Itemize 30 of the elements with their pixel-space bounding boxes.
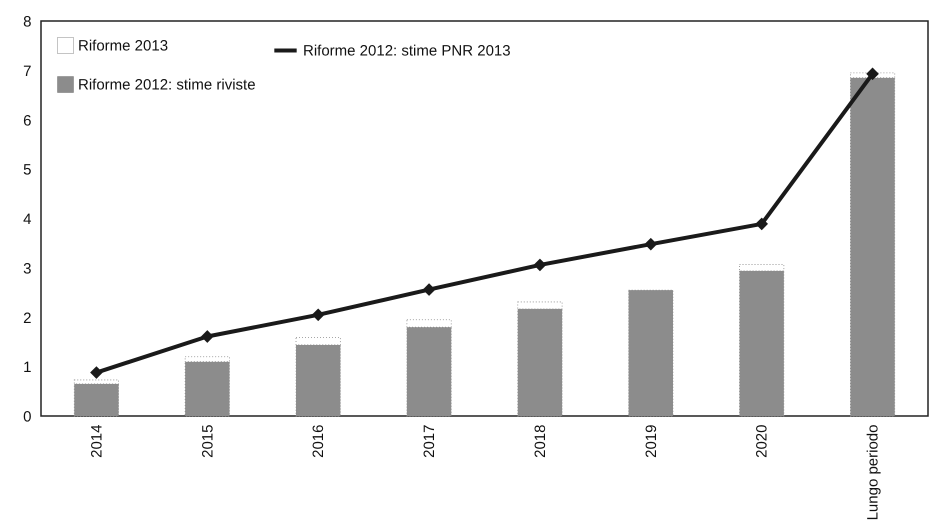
y-tick-label: 3 [23,260,32,278]
x-tick-label: 2020 [754,424,771,458]
y-tick-label: 7 [23,62,32,80]
x-tick-label: Lungo periodo [864,424,882,520]
y-tick-label: 4 [23,211,32,228]
x-tick-label: 2019 [642,424,660,458]
point [534,258,546,272]
y-tick-label: 5 [23,162,32,179]
x-tick-label: 2018 [532,424,549,458]
x-tick-label: 2014 [88,424,106,458]
point [422,283,436,296]
point [755,218,768,230]
x-tick-label: 2015 [199,424,216,458]
bar [74,384,120,416]
y-tick-label: 6 [23,112,32,130]
x-tick-label: 2017 [421,424,438,458]
point [866,68,879,80]
x-tick-label: 2016 [310,424,328,458]
point [200,330,214,343]
y-tick-label: 0 [23,408,32,426]
point [90,366,103,379]
point [644,238,658,250]
y-tick-label: 8 [23,14,32,30]
legend-label: Riforme 2013 [78,38,168,54]
bar [628,290,674,416]
y-tick-label: 1 [23,359,32,376]
legend-label: Riforme 2012: stime PNR 2013 [303,42,511,60]
point [312,308,325,322]
legend-label: Riforme 2012: stime riviste [78,76,256,94]
y-tick-label: 2 [23,310,32,327]
